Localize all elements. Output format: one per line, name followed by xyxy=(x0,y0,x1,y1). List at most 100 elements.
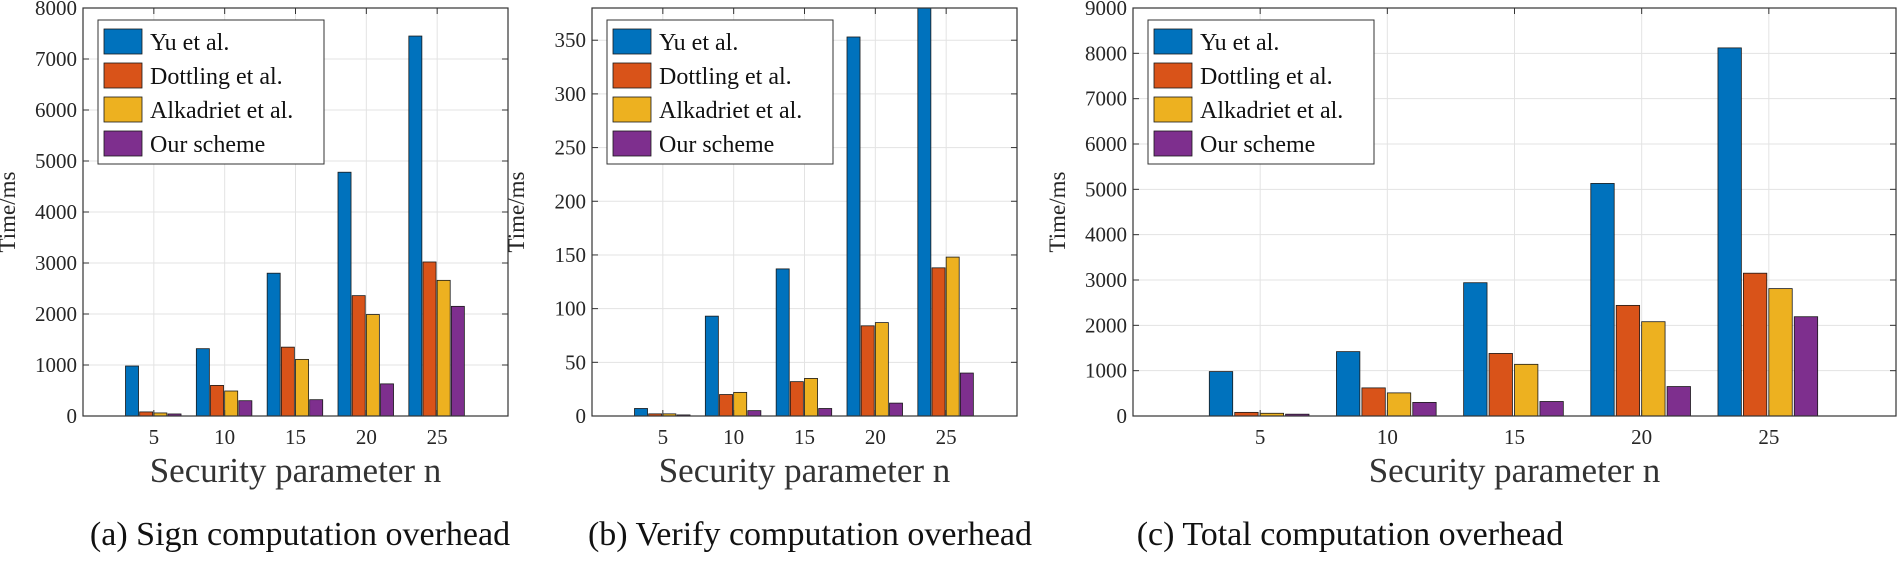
bar-our-scheme-n10 xyxy=(238,400,253,417)
bar-our-scheme-n25 xyxy=(450,305,465,417)
legend-label-3: Alkadriet et al. xyxy=(659,98,802,124)
bar-our-scheme-n15 xyxy=(309,399,324,417)
y-tick-label: 0 xyxy=(576,404,587,428)
caption: (a) Sign computation overhead xyxy=(90,516,510,553)
x-tick-label: 5 xyxy=(1255,425,1266,449)
x-tick-label: 15 xyxy=(794,425,815,449)
y-tick-label: 3000 xyxy=(35,251,77,275)
bar-alkadriet-et-al--n10 xyxy=(224,390,239,417)
bar-dottling-et-al--n15 xyxy=(789,381,804,417)
y-tick-label: 5000 xyxy=(1085,177,1127,201)
x-axis-label: Security parameter n xyxy=(659,451,951,490)
y-tick-label: 8000 xyxy=(1085,41,1127,65)
bar-alkadriet-et-al--n20 xyxy=(365,314,380,417)
y-tick-label: 1000 xyxy=(1085,359,1127,383)
bar-dottling-et-al--n20 xyxy=(1615,304,1641,417)
bar-alkadriet-et-al--n25 xyxy=(945,256,960,417)
legend-swatch-1 xyxy=(612,28,652,55)
y-tick-label: 250 xyxy=(555,136,587,160)
legend-swatch-1 xyxy=(103,28,143,55)
legend-label-1: Yu et al. xyxy=(150,30,229,56)
y-tick-label: 9000 xyxy=(1085,0,1127,20)
bar-yu-et-al--n20 xyxy=(337,171,352,417)
bar-dottling-et-al--n25 xyxy=(1743,272,1768,417)
legend-swatch-3 xyxy=(103,96,143,123)
x-tick-label: 10 xyxy=(723,425,744,449)
x-tick-label: 25 xyxy=(936,425,957,449)
bar-yu-et-al--n20 xyxy=(846,36,861,417)
x-tick-label: 15 xyxy=(285,425,306,449)
bar-our-scheme-n15 xyxy=(818,408,833,417)
y-tick-label: 150 xyxy=(555,243,587,267)
y-tick-label: 6000 xyxy=(1085,132,1127,156)
x-tick-label: 25 xyxy=(427,425,448,449)
y-axis-label: Time/ms xyxy=(1045,171,1070,252)
bar-alkadriet-et-al--n20 xyxy=(874,322,889,417)
bar-dottling-et-al--n15 xyxy=(280,346,295,417)
legend: Yu et al. Dottling et al. Alkadriet et al.… xyxy=(97,19,325,165)
legend-label-1: Yu et al. xyxy=(659,30,738,56)
caption: (b) Verify computation overhead xyxy=(588,516,1032,553)
legend-label-2: Dottling et al. xyxy=(1200,64,1333,90)
caption: (c) Total computation overhead xyxy=(1137,516,1564,553)
y-tick-label: 7000 xyxy=(35,47,77,71)
bar-yu-et-al--n10 xyxy=(1336,351,1361,417)
bar-our-scheme-n25 xyxy=(959,372,974,417)
x-tick-label: 15 xyxy=(1504,425,1525,449)
y-tick-label: 350 xyxy=(555,28,587,52)
y-tick-label: 3000 xyxy=(1085,268,1127,292)
legend-swatch-4 xyxy=(1153,130,1193,157)
legend: Yu et al. Dottling et al. Alkadriet et al.… xyxy=(1147,19,1375,165)
bar-our-scheme-n25 xyxy=(1793,316,1819,417)
y-tick-label: 200 xyxy=(555,189,587,213)
y-tick-label: 5000 xyxy=(35,149,77,173)
bar-dottling-et-al--n25 xyxy=(422,261,437,417)
bar-yu-et-al--n15 xyxy=(266,272,281,417)
bar-dottling-et-al--n10 xyxy=(210,384,224,417)
y-tick-label: 7000 xyxy=(1085,87,1127,111)
legend-swatch-4 xyxy=(612,130,652,157)
legend-swatch-2 xyxy=(103,62,143,89)
legend-swatch-4 xyxy=(103,130,143,157)
y-tick-label: 300 xyxy=(555,82,587,106)
bar-yu-et-al--n5 xyxy=(1208,371,1234,417)
x-tick-label: 25 xyxy=(1758,425,1779,449)
bar-dottling-et-al--n20 xyxy=(860,325,875,417)
legend-label-2: Dottling et al. xyxy=(659,64,792,90)
bar-yu-et-al--n5 xyxy=(634,408,648,417)
bar-alkadriet-et-al--n15 xyxy=(804,378,818,417)
x-tick-label: 20 xyxy=(1631,425,1652,449)
x-tick-label: 20 xyxy=(356,425,377,449)
x-tick-label: 10 xyxy=(214,425,235,449)
legend-swatch-2 xyxy=(612,62,652,89)
legend-label-3: Alkadriet et al. xyxy=(1200,98,1343,124)
bar-dottling-et-al--n15 xyxy=(1488,353,1513,417)
legend-label-3: Alkadriet et al. xyxy=(150,98,293,124)
bar-our-scheme-n20 xyxy=(889,402,903,417)
bar-alkadriet-et-al--n10 xyxy=(733,391,748,417)
bar-dottling-et-al--n10 xyxy=(719,394,733,417)
y-axis-label: Time/ms xyxy=(504,171,529,252)
y-tick-label: 0 xyxy=(67,404,78,428)
bar-dottling-et-al--n5 xyxy=(139,411,154,417)
bar-yu-et-al--n15 xyxy=(1463,282,1488,417)
legend-swatch-3 xyxy=(1153,96,1193,123)
bar-our-scheme-n15 xyxy=(1539,401,1564,417)
x-tick-label: 5 xyxy=(149,425,160,449)
legend-swatch-2 xyxy=(1153,62,1193,89)
y-tick-label: 2000 xyxy=(1085,313,1127,337)
bar-alkadriet-et-al--n25 xyxy=(1768,288,1793,417)
legend-swatch-1 xyxy=(1153,28,1193,55)
bar-yu-et-al--n5 xyxy=(125,365,139,417)
x-axis-label: Security parameter n xyxy=(150,451,442,490)
y-tick-label: 50 xyxy=(565,350,586,374)
chart-panel-1: 0 1000 2000 3000 4000 5000 6000 7000 8000 5 10 15 20… xyxy=(0,0,510,553)
y-tick-label: 1000 xyxy=(35,353,77,377)
legend-swatch-3 xyxy=(612,96,652,123)
bar-our-scheme-n20 xyxy=(1666,386,1691,417)
y-tick-label: 2000 xyxy=(35,302,77,326)
bar-alkadriet-et-al--n15 xyxy=(1514,363,1539,417)
